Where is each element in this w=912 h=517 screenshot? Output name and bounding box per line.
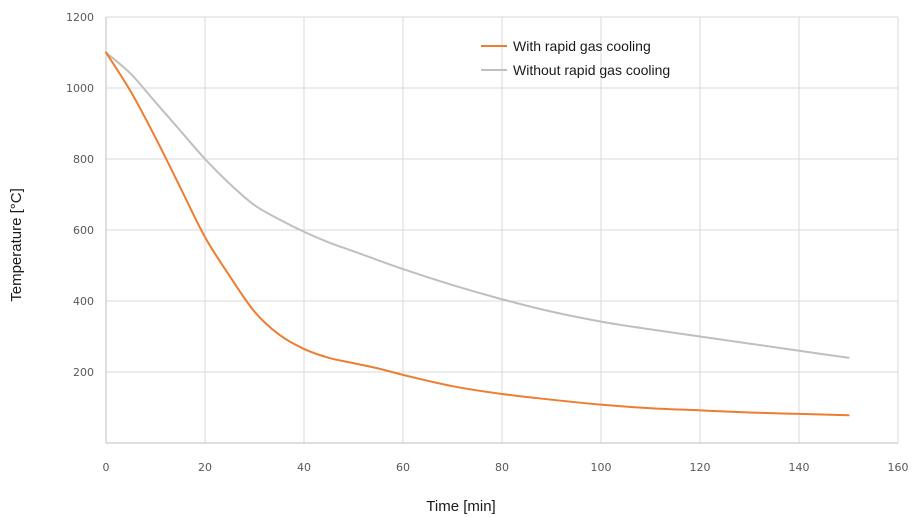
y-axis-title: Temperature [°C] (8, 188, 25, 302)
axes (105, 17, 898, 444)
y-tick-label: 400 (73, 295, 94, 308)
x-axis-ticks: 0 20 40 60 80 100 120 140 160 (103, 461, 909, 474)
x-tick-label: 60 (396, 461, 410, 474)
y-tick-label: 200 (73, 366, 94, 379)
x-tick-label: 160 (888, 461, 909, 474)
y-tick-label: 1200 (66, 11, 94, 24)
legend-label-without-rapid-gas-cooling: Without rapid gas cooling (513, 62, 670, 78)
legend-label-with-rapid-gas-cooling: With rapid gas cooling (513, 38, 651, 54)
x-tick-label: 20 (198, 461, 212, 474)
series-line-without-rapid-gas-cooling (105, 51, 850, 359)
x-tick-label: 80 (495, 461, 509, 474)
y-tick-label: 600 (73, 224, 94, 237)
x-tick-label: 0 (103, 461, 110, 474)
x-tick-label: 100 (591, 461, 612, 474)
series-layer (105, 51, 850, 417)
y-tick-label: 1000 (66, 82, 94, 95)
x-axis-title: Time [min] (426, 498, 495, 515)
series-line-with-rapid-gas-cooling (105, 51, 850, 417)
x-tick-label: 40 (297, 461, 311, 474)
y-axis-ticks: 200 400 600 800 1000 1200 (66, 11, 94, 379)
legend: With rapid gas cooling Without rapid gas… (481, 38, 670, 78)
x-tick-label: 120 (690, 461, 711, 474)
y-tick-label: 800 (73, 153, 94, 166)
gridlines (106, 16, 899, 443)
x-tick-label: 140 (789, 461, 810, 474)
